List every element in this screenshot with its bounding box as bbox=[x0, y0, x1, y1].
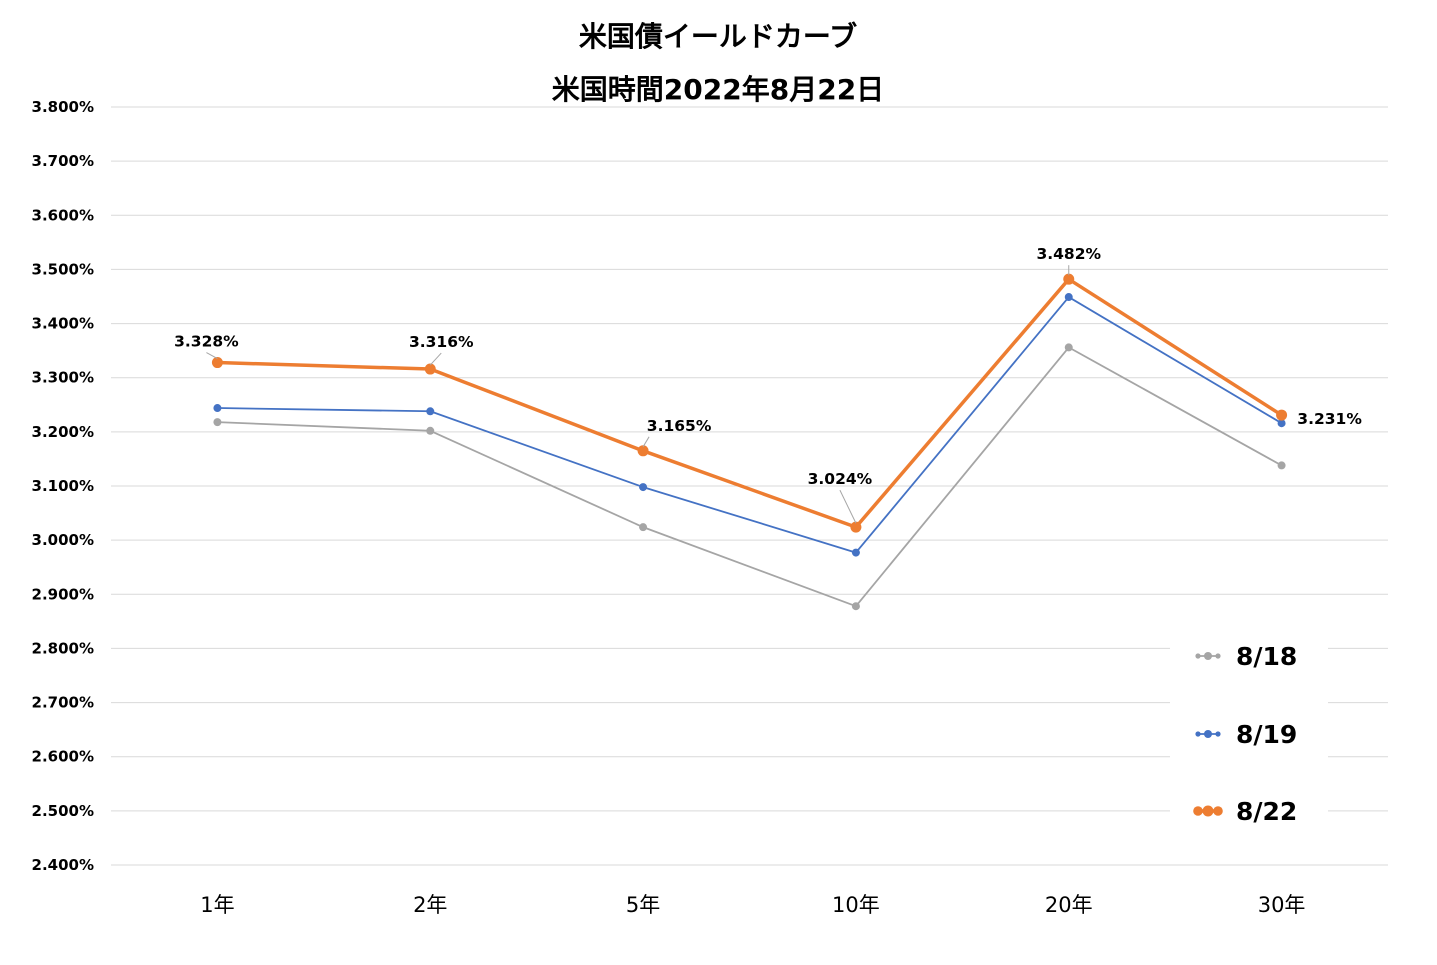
legend-swatch-marker bbox=[1215, 653, 1221, 659]
y-tick-label: 3.000% bbox=[32, 531, 94, 549]
series-8-18 bbox=[213, 343, 1286, 611]
data-point bbox=[637, 445, 649, 457]
chart-title-line-2: 米国時間2022年8月22日 bbox=[552, 73, 884, 106]
legend-swatch-marker bbox=[1204, 652, 1212, 660]
data-point bbox=[1276, 409, 1288, 421]
legend-swatch-marker bbox=[1193, 806, 1203, 816]
x-tick-label: 1年 bbox=[200, 893, 234, 917]
legend-swatch-marker bbox=[1213, 806, 1223, 816]
data-label: 3.024% bbox=[808, 470, 873, 488]
data-point bbox=[851, 602, 860, 611]
data-label: 3.231% bbox=[1297, 410, 1362, 428]
data-label-leader bbox=[839, 489, 857, 524]
data-label: 3.328% bbox=[174, 333, 239, 351]
x-tick-label: 20年 bbox=[1045, 893, 1093, 917]
data-label-leader bbox=[642, 436, 650, 448]
x-tick-label: 30年 bbox=[1258, 893, 1306, 917]
y-tick-label: 2.700% bbox=[32, 694, 94, 712]
y-tick-label: 2.500% bbox=[32, 802, 94, 820]
data-point bbox=[426, 407, 435, 416]
legend-swatch-marker bbox=[1195, 731, 1201, 737]
series-8-19 bbox=[213, 293, 1286, 557]
data-point bbox=[211, 357, 223, 369]
data-label-leader bbox=[206, 352, 218, 359]
legend-label: 8/19 bbox=[1236, 720, 1297, 749]
gridlines bbox=[111, 106, 1388, 866]
y-tick-label: 3.700% bbox=[32, 152, 94, 170]
legend-label: 8/22 bbox=[1236, 797, 1297, 826]
legend: 8/18 8/19 8/22 bbox=[1170, 625, 1328, 840]
chart-title: 米国債イールドカーブ 米国時間2022年8月22日 bbox=[552, 20, 884, 106]
data-point bbox=[1063, 273, 1075, 285]
data-point bbox=[1277, 461, 1286, 470]
y-axis-tick-labels: 2.400% 2.500% 2.600% 2.700% 2.800% 2.900% 3.00… bbox=[32, 98, 94, 874]
x-tick-label: 10年 bbox=[832, 893, 880, 917]
y-tick-label: 2.400% bbox=[32, 856, 94, 874]
y-tick-label: 3.600% bbox=[32, 206, 94, 224]
data-point bbox=[213, 418, 222, 427]
data-point bbox=[850, 521, 862, 533]
legend-item: 8/19 bbox=[1195, 720, 1297, 749]
y-tick-label: 3.400% bbox=[32, 315, 94, 333]
y-tick-label: 3.300% bbox=[32, 369, 94, 387]
data-labels: 3.328% 3.316% 3.165% 3.024% 3.482% 3.231% bbox=[174, 245, 1362, 524]
series-line bbox=[217, 346, 1283, 608]
data-point bbox=[213, 404, 222, 413]
x-tick-label: 2年 bbox=[413, 893, 447, 917]
chart-title-line-1: 米国債イールドカーブ bbox=[579, 20, 857, 53]
data-point bbox=[639, 483, 648, 492]
x-axis-tick-labels: 1年 2年 5年 10年 20年 30年 bbox=[200, 893, 1305, 917]
series-line bbox=[217, 277, 1283, 529]
y-tick-label: 3.200% bbox=[32, 423, 94, 441]
legend-item: 8/22 bbox=[1193, 797, 1297, 826]
x-tick-label: 5年 bbox=[626, 893, 660, 917]
data-point bbox=[639, 523, 648, 532]
data-label-leader bbox=[429, 352, 442, 366]
legend-item: 8/18 bbox=[1195, 642, 1297, 671]
data-point bbox=[424, 363, 436, 375]
series-layer bbox=[211, 273, 1288, 611]
data-point bbox=[1277, 419, 1286, 428]
legend-swatch-marker bbox=[1195, 653, 1201, 659]
y-tick-label: 3.800% bbox=[32, 98, 94, 116]
series-line bbox=[217, 296, 1283, 554]
data-point bbox=[1064, 293, 1073, 302]
data-point bbox=[851, 548, 860, 557]
y-tick-label: 3.100% bbox=[32, 477, 94, 495]
data-point bbox=[1064, 343, 1073, 352]
data-label: 3.316% bbox=[409, 333, 474, 351]
legend-swatch-marker bbox=[1204, 730, 1212, 738]
data-label: 3.482% bbox=[1036, 245, 1101, 263]
y-tick-label: 3.500% bbox=[32, 260, 94, 278]
y-tick-label: 2.600% bbox=[32, 748, 94, 766]
y-tick-label: 2.800% bbox=[32, 639, 94, 657]
series-8-22 bbox=[211, 273, 1288, 533]
legend-swatch-marker bbox=[1215, 731, 1221, 737]
data-label: 3.165% bbox=[647, 417, 712, 435]
y-tick-label: 2.900% bbox=[32, 585, 94, 603]
legend-swatch-marker bbox=[1202, 805, 1214, 817]
data-point bbox=[426, 426, 435, 435]
legend-label: 8/18 bbox=[1236, 642, 1297, 671]
